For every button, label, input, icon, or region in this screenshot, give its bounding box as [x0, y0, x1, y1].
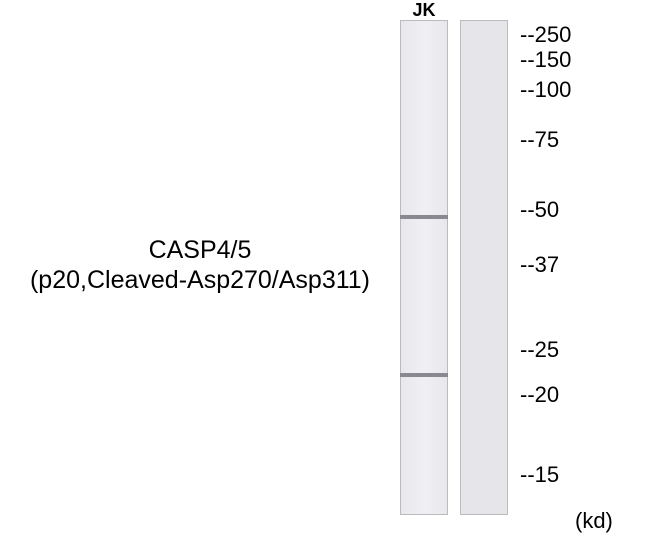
marker-15: --15 [520, 462, 559, 488]
lane1-label: JK [400, 0, 448, 21]
blot-lane-1 [400, 20, 448, 515]
label-line1: CASP4/5 [149, 236, 252, 264]
marker-75: --75 [520, 127, 559, 153]
marker-250: --250 [520, 22, 571, 48]
antibody-label: CASP4/5 (p20,Cleaved-Asp270/Asp311) [10, 235, 390, 295]
unit-label: (kd) [575, 508, 613, 534]
marker-20: --20 [520, 382, 559, 408]
blot-lane-2 [460, 20, 508, 515]
marker-25: --25 [520, 337, 559, 363]
label-line2: (p20,Cleaved-Asp270/Asp311) [30, 266, 370, 294]
marker-37: --37 [520, 252, 559, 278]
band-0 [400, 215, 448, 219]
band-1 [400, 373, 448, 377]
marker-50: --50 [520, 197, 559, 223]
marker-150: --150 [520, 47, 571, 73]
marker-100: --100 [520, 77, 571, 103]
